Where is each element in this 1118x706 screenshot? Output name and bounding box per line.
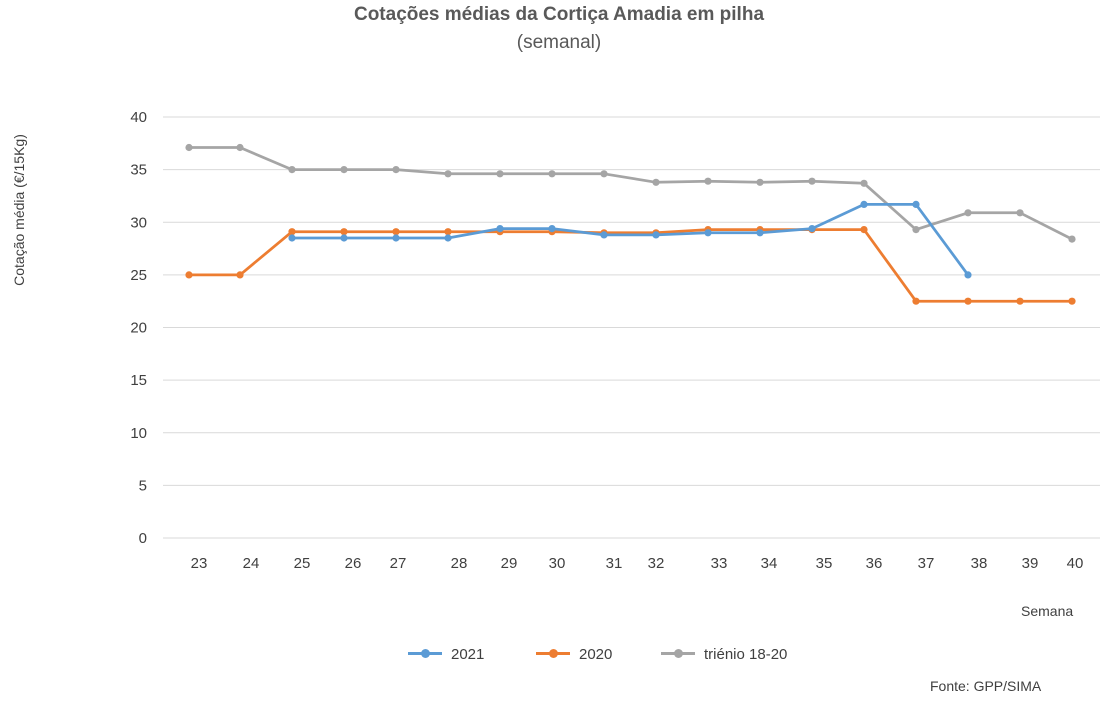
y-tick-label: 40	[130, 109, 147, 126]
y-tick-label: 35	[130, 162, 147, 179]
series-2021-point	[808, 225, 816, 233]
x-tick-label: 34	[761, 555, 778, 572]
legend-item: 2020	[536, 643, 612, 665]
series-2021-point	[288, 234, 296, 242]
legend-swatch	[661, 643, 695, 665]
x-tick-label: 33	[711, 555, 728, 572]
x-tick-label: 26	[345, 555, 362, 572]
series-tri-nio-18-20-point	[496, 170, 504, 178]
y-tick-label: 15	[130, 372, 147, 389]
series-tri-nio-18-20-point	[1016, 209, 1024, 217]
y-tick-label: 20	[130, 320, 147, 337]
series-tri-nio-18-20-point	[548, 170, 556, 178]
series-tri-nio-18-20-point	[185, 143, 193, 152]
series-2020-point	[912, 297, 920, 305]
legend-label: triénio 18-20	[704, 645, 788, 663]
legend-label: 2020	[579, 645, 613, 663]
series-2021-point	[496, 225, 504, 233]
series-tri-nio-18-20-point	[860, 179, 868, 187]
x-tick-label: 39	[1022, 555, 1039, 572]
x-axis-label: Semana	[1021, 603, 1074, 619]
x-tick-label: 40	[1067, 555, 1084, 572]
series-2020-point	[1016, 297, 1024, 305]
series-2021-line	[290, 203, 970, 277]
y-tick-label: 25	[130, 267, 147, 284]
chart-subtitle: (semanal)	[516, 32, 602, 53]
series-tri-nio-18-20-point	[236, 143, 244, 152]
legend-label: 2021	[451, 645, 485, 663]
series-2020-point	[185, 271, 193, 279]
series-2021-point	[652, 231, 660, 239]
series-2020-point	[236, 271, 244, 279]
series-2020-line	[187, 228, 1074, 303]
series-2020-point	[392, 228, 400, 236]
x-tick-label: 27	[390, 555, 407, 572]
series-tri-nio-18-20-point	[288, 166, 296, 174]
x-tick-label: 35	[816, 555, 833, 572]
series-tri-nio-18-20-point	[1068, 235, 1076, 243]
legend-swatch	[536, 643, 570, 665]
series-2021-point	[548, 225, 556, 233]
chart-title: Cotações médias da Cortiça Amadia em pil…	[353, 4, 765, 25]
series-2021-point	[444, 234, 452, 242]
y-tick-label: 5	[139, 477, 147, 494]
series-tri-nio-18-20-line	[187, 146, 1074, 241]
series-2021-point	[340, 234, 348, 242]
x-tick-label: 30	[549, 555, 566, 572]
series-tri-nio-18-20-point	[652, 178, 660, 186]
source-note: Fonte: GPP/SIMA	[930, 678, 1042, 694]
series-2021-point	[912, 200, 920, 208]
series-tri-nio-18-20-point	[600, 170, 608, 178]
legend: 2021 2020 triénio 18-20	[0, 643, 1118, 665]
x-tick-label: 25	[294, 555, 311, 572]
y-tick-label: 0	[139, 530, 147, 547]
y-tick-label: 10	[130, 425, 147, 442]
series-2021-point	[704, 229, 712, 237]
series-2020-point	[288, 228, 296, 236]
series-2020-point	[860, 226, 868, 234]
series-2021-point	[392, 234, 400, 242]
series-2021-point	[756, 229, 764, 237]
x-tick-label: 31	[606, 555, 623, 572]
legend-item: 2021	[408, 643, 484, 665]
legend-item: triénio 18-20	[661, 643, 787, 665]
x-tick-label: 36	[866, 555, 883, 572]
series-tri-nio-18-20-point	[756, 178, 764, 186]
series-2020-point	[444, 228, 452, 236]
series-tri-nio-18-20-point	[704, 177, 712, 185]
series-tri-nio-18-20-point	[392, 166, 400, 174]
x-tick-label: 28	[451, 555, 468, 572]
x-tick-label: 38	[971, 555, 988, 572]
x-tick-label: 37	[918, 555, 935, 572]
x-tick-label: 29	[501, 555, 518, 572]
series-tri-nio-18-20-point	[444, 170, 452, 178]
series-2021-point	[600, 231, 608, 239]
series-2020-point	[340, 228, 348, 236]
series-2020-point	[1068, 297, 1076, 305]
series-2020-point	[964, 297, 972, 305]
legend-swatch	[408, 643, 442, 665]
y-tick-label: 30	[130, 214, 147, 231]
x-tick-label: 32	[648, 555, 665, 572]
x-tick-label: 24	[243, 555, 260, 572]
series-2021-point	[860, 200, 868, 208]
series-tri-nio-18-20-point	[340, 166, 348, 174]
x-tick-label: 23	[191, 555, 208, 572]
series-tri-nio-18-20-point	[808, 177, 816, 185]
series-tri-nio-18-20-point	[912, 226, 920, 234]
series-tri-nio-18-20-point	[964, 209, 972, 217]
series-2021-point	[964, 271, 972, 279]
